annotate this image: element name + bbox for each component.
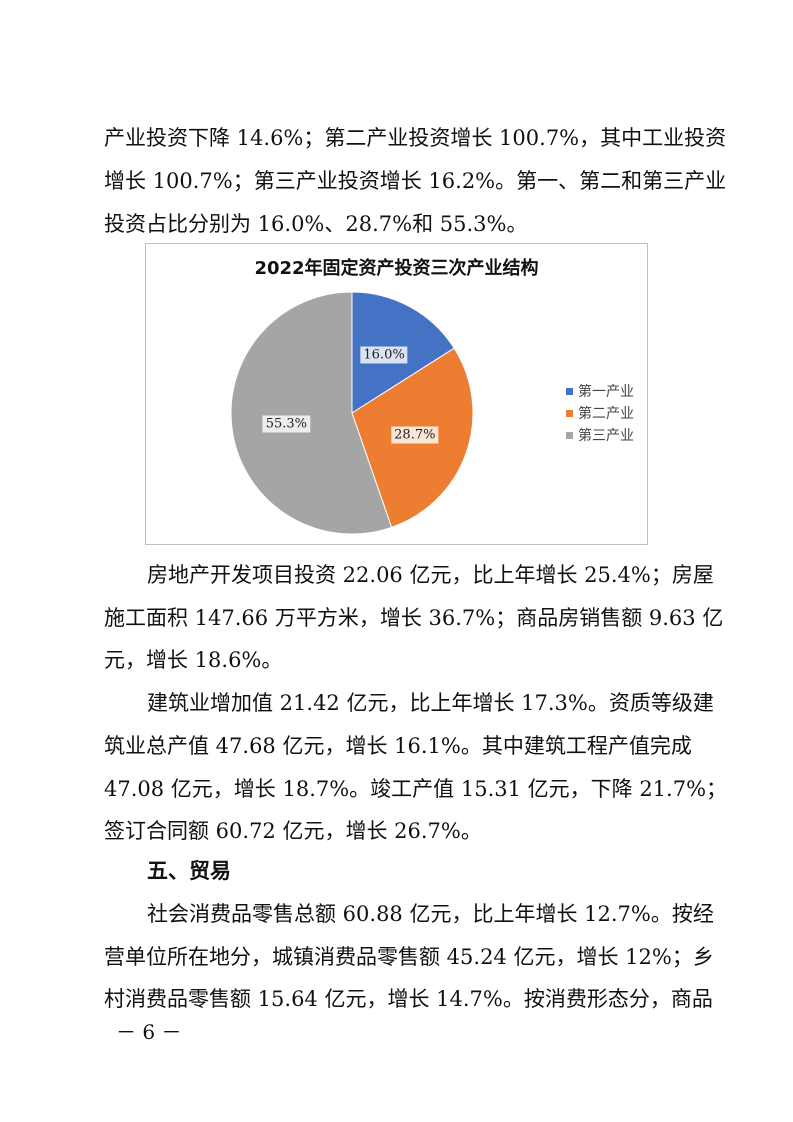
legend-swatch xyxy=(566,431,573,439)
chart-legend: 第一产业 第二产业 第三产业 xyxy=(566,380,634,446)
text-line: 产业投资下降 14.6%；第二产业投资增长 100.7%，其中工业投资 xyxy=(104,126,727,150)
data-label: 16.0% xyxy=(360,346,408,364)
page-number: － 6 － xyxy=(116,1020,182,1044)
chart-title: 2022年固定资产投资三次产业结构 xyxy=(254,258,539,279)
text-line: 社会消费品零售总额 60.88 亿元，比上年增长 12.7%。按经 xyxy=(147,902,714,926)
legend-item: 第一产业 xyxy=(566,380,634,402)
legend-item: 第二产业 xyxy=(566,402,634,424)
pie-slice xyxy=(230,291,393,535)
text-line: 营单位所在地分，城镇消费品零售额 45.24 亿元，增长 12%；乡 xyxy=(104,945,714,969)
legend-label: 第三产业 xyxy=(578,428,634,444)
text-line: 村消费品零售额 15.64 亿元，增长 14.7%。按消费形态分，商品 xyxy=(104,987,713,1011)
text-line: 投资占比分别为 16.0%、28.7%和 55.3%。 xyxy=(104,212,528,236)
legend-swatch xyxy=(566,409,573,417)
text-line: 47.08 亿元，增长 18.7%。竣工产值 15.31 亿元，下降 21.7%… xyxy=(104,777,728,801)
legend-swatch xyxy=(566,387,573,395)
text-line: 建筑业增加值 21.42 亿元，比上年增长 17.3%。资质等级建 xyxy=(147,691,714,715)
data-label: 55.3% xyxy=(262,415,311,433)
text-line: 房地产开发项目投资 22.06 亿元，比上年增长 25.4%；房屋 xyxy=(147,563,714,587)
legend-item: 第三产业 xyxy=(566,424,634,446)
text-line: 签订合同额 60.72 亿元，增长 26.7%。 xyxy=(104,819,482,843)
section-heading: 五、贸易 xyxy=(147,859,231,883)
legend-label: 第二产业 xyxy=(578,406,634,422)
data-label: 28.7% xyxy=(391,426,439,444)
text-line: 施工面积 147.66 万平方米，增长 36.7%；商品房销售额 9.63 亿 xyxy=(104,606,724,630)
text-line: 增长 100.7%；第三产业投资增长 16.2%。第一、第二和第三产业 xyxy=(104,169,727,193)
pie-chart: 2022年固定资产投资三次产业结构 16.0% 28.7% 55.3% 第一产业 第… xyxy=(145,243,648,545)
text-line: 元，增长 18.6%。 xyxy=(104,648,283,672)
text-line: 筑业总产值 47.68 亿元，增长 16.1%。其中建筑工程产值完成 xyxy=(104,734,692,758)
legend-label: 第一产业 xyxy=(578,384,634,400)
